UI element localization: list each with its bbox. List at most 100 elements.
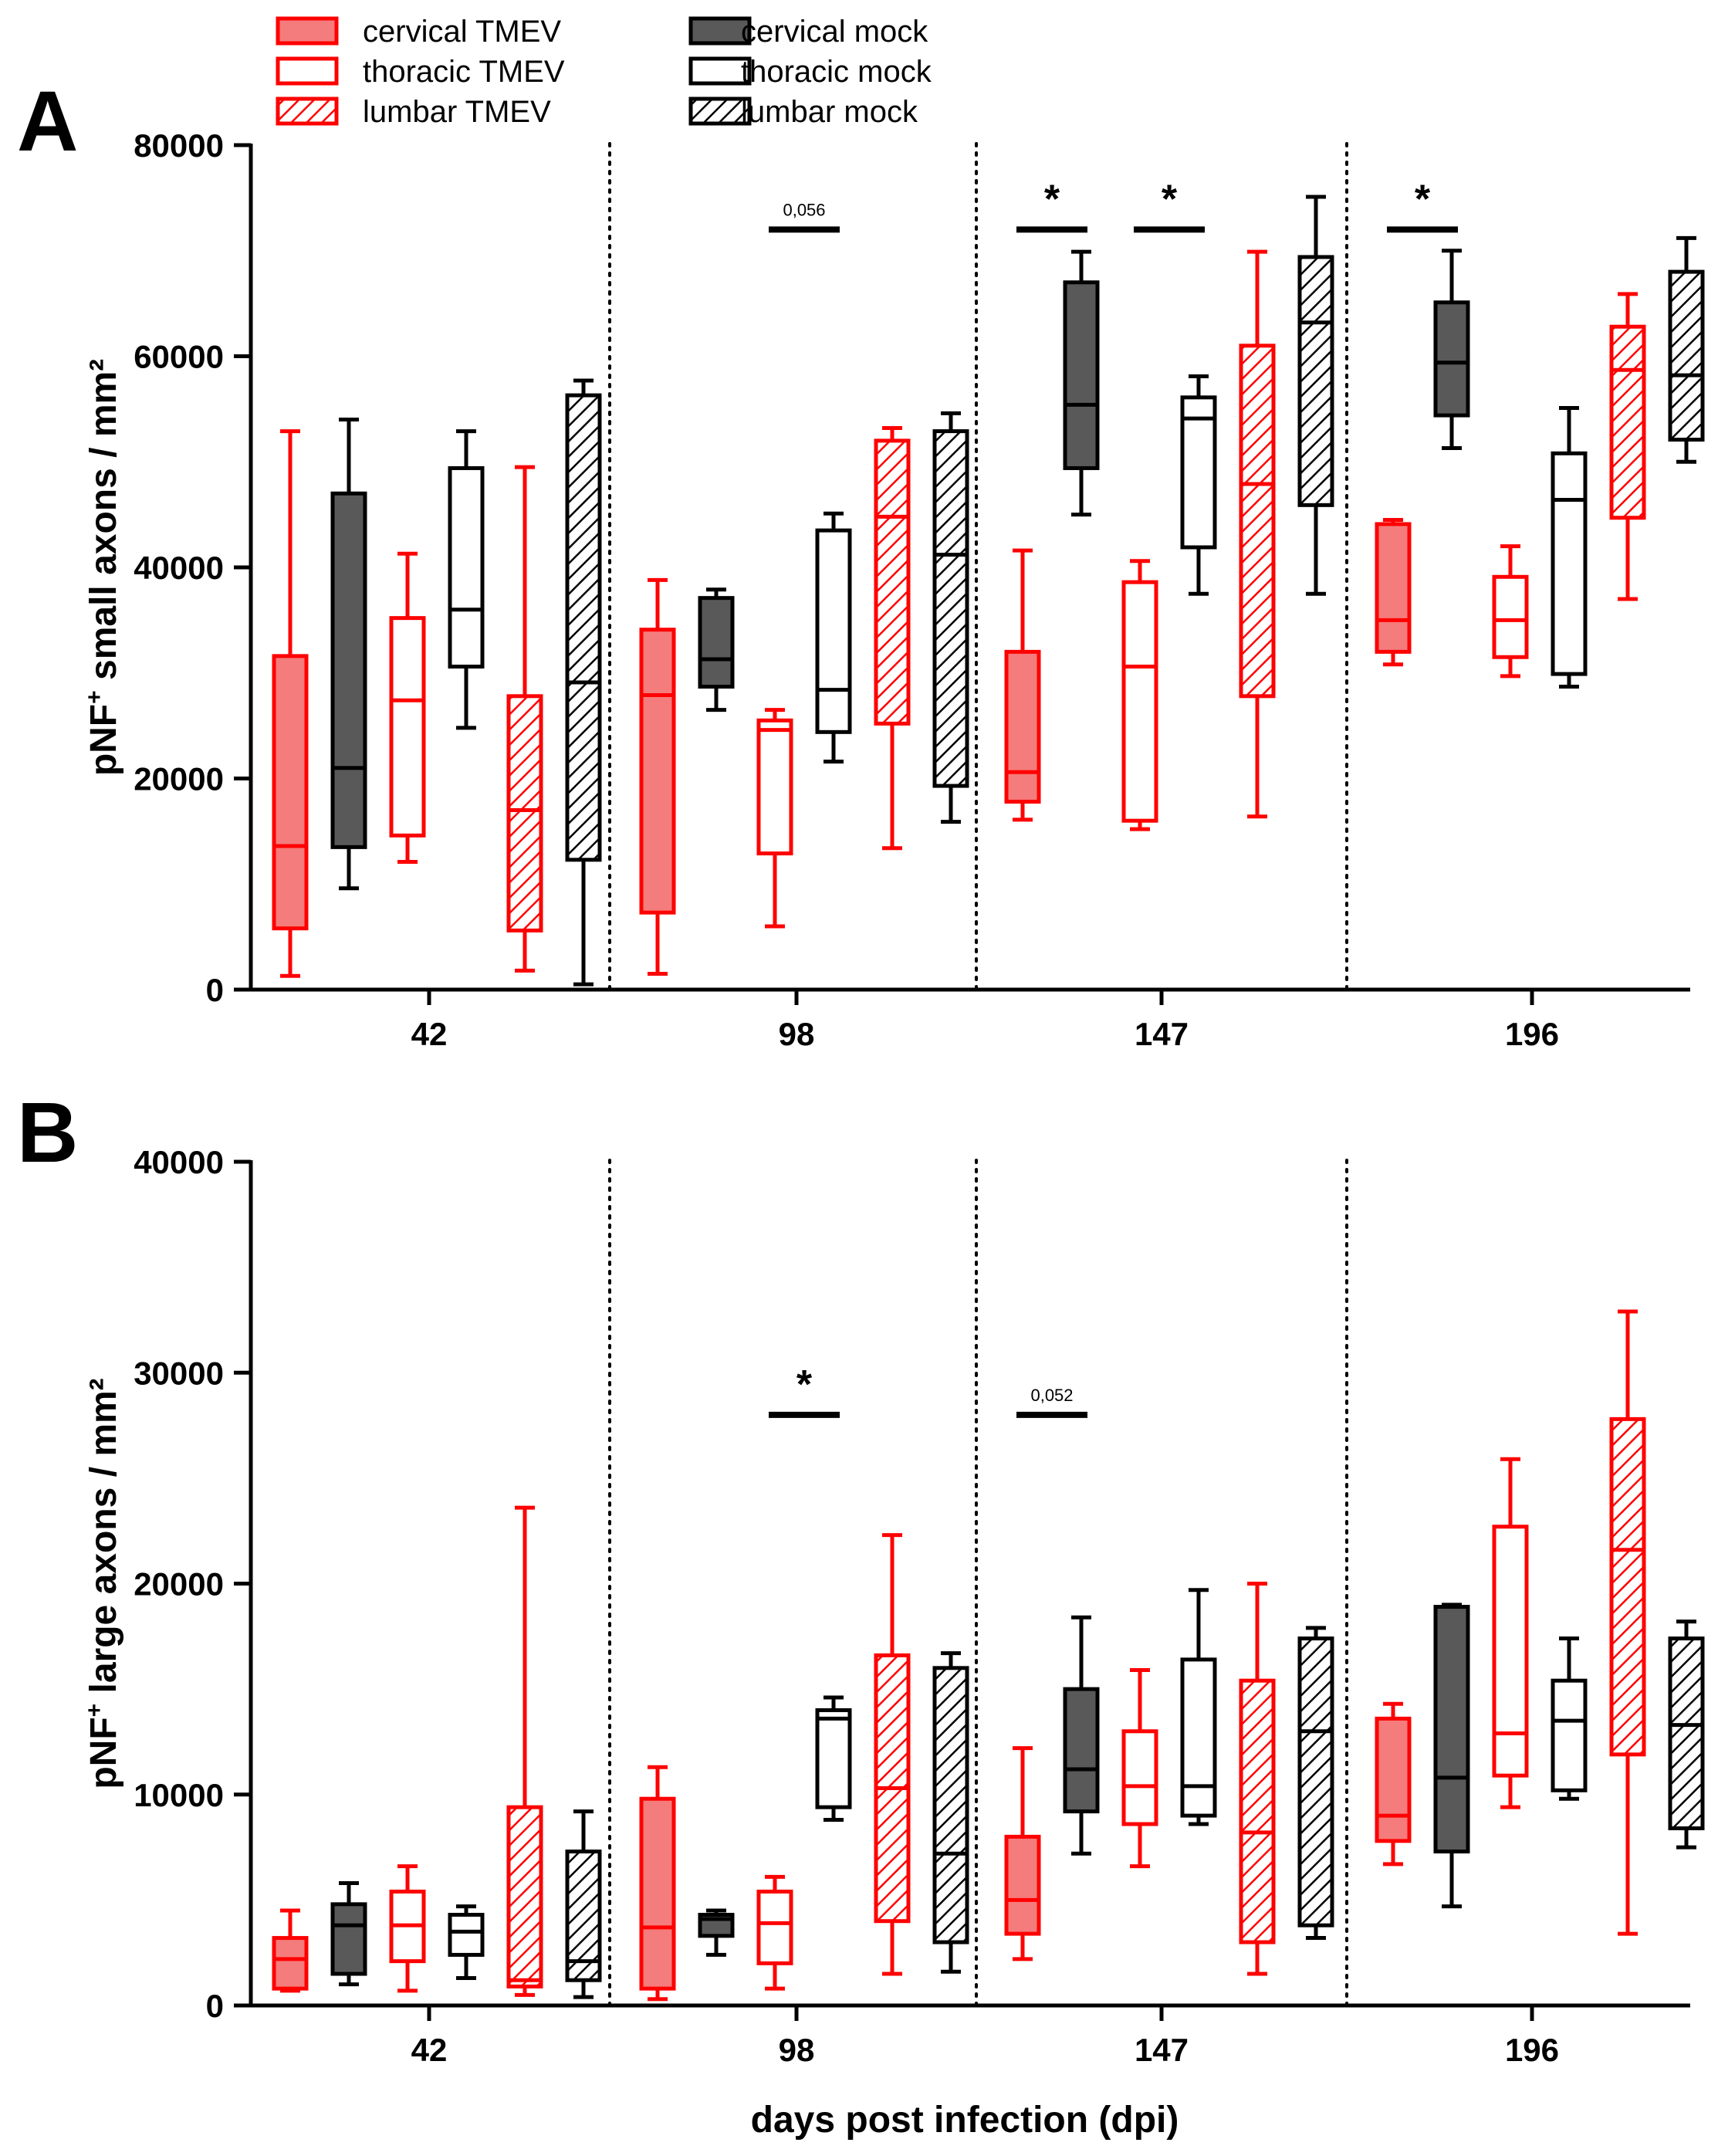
box-thoracic-tmev-98	[756, 1874, 793, 1991]
significance-star: *	[1044, 177, 1060, 222]
box-iqr	[1668, 1636, 1705, 1830]
box-lumbar-mock-196	[1668, 1620, 1705, 1850]
y-tick-label: 40000	[134, 1144, 224, 1180]
panel-b: B 0 10000 20000 30000 40000 42 98 147 196 pNF+ lar…	[17, 1085, 1705, 2068]
box-lumbar-tmev-42	[506, 1505, 543, 1997]
legend-label-cervical-mock: cervical mock	[741, 15, 928, 49]
panel-letter: B	[17, 1085, 78, 1180]
box-iqr	[1609, 324, 1646, 520]
box-iqr	[1063, 280, 1100, 470]
box-iqr	[1121, 580, 1158, 823]
box-thoracic-tmev-98	[756, 708, 793, 929]
box-iqr	[565, 1850, 602, 1982]
legend-swatch-lumbar-mock	[688, 96, 752, 126]
y-tick-label: 0	[206, 972, 224, 1008]
x-tick-label: 147	[1135, 2032, 1189, 2068]
box-iqr	[448, 465, 485, 669]
legend-label-lumbar-tmev: lumbar TMEV	[363, 95, 551, 129]
box-lumbar-mock-98	[932, 411, 969, 824]
box-iqr	[639, 628, 676, 915]
x-tick-label: 147	[1135, 1016, 1189, 1052]
significance-marker: *	[1016, 177, 1087, 233]
box-iqr	[1433, 1605, 1470, 1854]
box-thoracic-mock-147	[1180, 1588, 1217, 1826]
box-iqr	[1297, 255, 1334, 507]
box-thoracic-mock-42	[448, 429, 485, 730]
box-iqr	[1668, 269, 1705, 442]
legend-item-thoracic-tmev: thoracic TMEV	[276, 55, 565, 89]
box-thoracic-tmev-42	[389, 1864, 426, 1993]
box-iqr	[1433, 300, 1470, 418]
box-iqr	[1121, 1729, 1158, 1826]
box-thoracic-tmev-147	[1121, 559, 1158, 831]
y-tick-label: 60000	[134, 339, 224, 375]
legend-swatch-lumbar-tmev	[276, 96, 339, 126]
box-iqr	[932, 1666, 969, 1944]
box-iqr	[565, 393, 602, 862]
box-thoracic-tmev-147	[1121, 1668, 1158, 1869]
box-iqr	[756, 1889, 793, 1965]
box-thoracic-mock-98	[815, 511, 852, 764]
significance-star: *	[796, 1362, 813, 1407]
box-thoracic-tmev-196	[1492, 1457, 1529, 1809]
box-cervical-mock-196	[1433, 1603, 1470, 1909]
box-thoracic-mock-42	[448, 1904, 485, 1980]
significance-marker: *	[1387, 177, 1458, 233]
y-tick-label: 80000	[134, 127, 224, 164]
y-tick-label: 10000	[134, 1777, 224, 1813]
box-iqr	[1180, 395, 1217, 550]
box-iqr	[1609, 1416, 1646, 1757]
legend-swatch-cervical-mock	[688, 16, 752, 46]
y-axis-title-main: pNF	[83, 704, 124, 776]
panel-letter: A	[17, 74, 78, 169]
box-iqr	[1004, 649, 1041, 804]
y-axis-title-main: pNF	[83, 1717, 124, 1789]
box-iqr	[1063, 1687, 1100, 1814]
box-iqr	[272, 654, 309, 931]
legend-label-thoracic-tmev: thoracic TMEV	[363, 55, 565, 89]
box-cervical-mock-98	[698, 1908, 735, 1957]
legend-label-cervical-tmev: cervical TMEV	[363, 15, 561, 49]
y-tick-label: 20000	[134, 761, 224, 797]
legend-item-cervical-tmev: cervical TMEV	[276, 15, 561, 49]
significance-star: *	[1415, 177, 1431, 222]
y-axis-title: pNF+ small axons / mm²	[82, 359, 124, 776]
significance-star: *	[1162, 177, 1178, 222]
box-cervical-mock-98	[698, 587, 735, 712]
x-tick-label: 98	[779, 2032, 815, 2068]
significance-p-value: 0,056	[783, 200, 825, 219]
y-tick-label: 30000	[134, 1355, 224, 1391]
box-lumbar-tmev-196	[1609, 1309, 1646, 1936]
box-iqr	[1375, 522, 1412, 654]
y-tick-label: 0	[206, 1988, 224, 2024]
box-iqr	[815, 1708, 852, 1809]
box-cervical-mock-147	[1063, 249, 1100, 517]
x-tick-label: 98	[779, 1016, 815, 1052]
box-lumbar-mock-42	[565, 1809, 602, 1999]
box-cervical-tmev-196	[1375, 1701, 1412, 1867]
y-axis-title-sup: +	[82, 690, 107, 704]
box-iqr	[1180, 1657, 1217, 1818]
box-iqr	[389, 616, 426, 838]
legend-label-thoracic-mock: thoracic mock	[741, 55, 932, 89]
box-lumbar-mock-147	[1297, 1626, 1334, 1941]
y-tick-label: 40000	[134, 550, 224, 586]
box-iqr	[1239, 344, 1276, 699]
x-tick-label: 42	[411, 2032, 448, 2068]
legend-item-cervical-mock: cervical mock	[688, 15, 928, 49]
y-axis-title-rest: large axons / mm²	[83, 1378, 124, 1703]
box-lumbar-mock-42	[565, 378, 602, 987]
box-cervical-tmev-98	[639, 1765, 676, 2002]
y-tick-label: 20000	[134, 1566, 224, 1603]
box-iqr	[506, 694, 543, 932]
box-iqr	[448, 1913, 485, 1957]
box-lumbar-tmev-196	[1609, 292, 1646, 601]
box-cervical-mock-42	[330, 1881, 367, 1987]
legend-item-thoracic-mock: thoracic mock	[688, 55, 932, 89]
significance-p-value: 0,052	[1030, 1386, 1073, 1405]
box-cervical-mock-42	[330, 418, 367, 891]
box-iqr	[756, 718, 793, 856]
box-iqr	[1239, 1678, 1276, 1944]
box-thoracic-mock-98	[815, 1695, 852, 1823]
